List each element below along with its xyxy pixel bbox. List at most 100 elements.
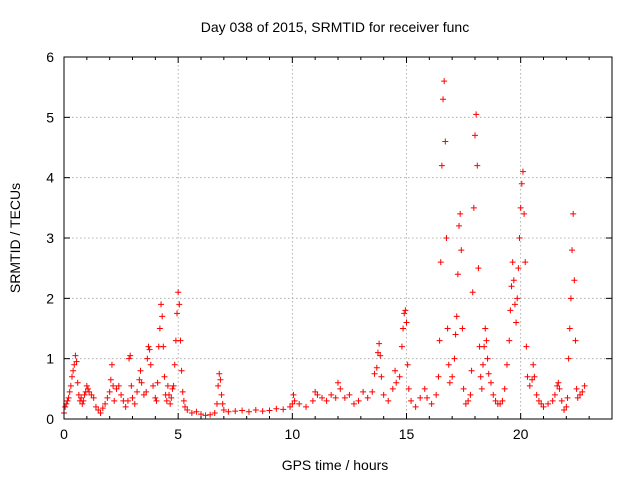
data-point <box>99 405 106 412</box>
data-point <box>73 358 80 365</box>
data-point <box>563 403 570 410</box>
data-point <box>417 394 424 401</box>
data-point <box>437 259 444 266</box>
data-point <box>408 397 415 404</box>
data-point <box>193 408 200 415</box>
data-point <box>556 385 563 392</box>
data-point <box>335 379 341 386</box>
data-point <box>332 394 339 401</box>
data-point <box>452 331 459 338</box>
data-point <box>511 301 518 308</box>
data-point <box>529 376 536 383</box>
data-point <box>102 400 109 407</box>
data-point <box>468 367 475 374</box>
data-point <box>400 325 407 332</box>
data-point <box>456 222 463 229</box>
data-point <box>65 394 72 401</box>
data-point <box>465 397 472 404</box>
data-point <box>555 379 562 386</box>
data-point <box>113 385 120 392</box>
data-point <box>519 168 526 175</box>
data-point <box>153 397 160 404</box>
data-point <box>507 307 514 314</box>
data-point <box>509 259 516 266</box>
data-point <box>472 132 478 139</box>
data-point <box>319 394 326 401</box>
data-point <box>108 361 115 368</box>
data-point <box>569 247 576 254</box>
x-tick-label: 10 <box>285 426 301 442</box>
data-point <box>385 397 392 404</box>
data-point <box>572 337 579 344</box>
data-point <box>523 343 530 350</box>
data-point <box>360 388 367 395</box>
data-point <box>435 373 442 380</box>
data-point <box>220 406 227 413</box>
data-point <box>566 325 573 332</box>
data-point <box>74 379 81 386</box>
data-point <box>75 391 82 398</box>
data-point <box>129 394 136 401</box>
data-point <box>126 355 133 362</box>
data-point <box>171 361 178 368</box>
data-point <box>95 406 102 413</box>
data-point <box>475 265 482 272</box>
data-point <box>533 391 540 398</box>
data-point <box>84 385 91 392</box>
data-point <box>531 373 538 380</box>
data-point <box>328 391 335 398</box>
data-point <box>506 337 513 344</box>
data-point <box>136 376 143 383</box>
data-point <box>104 394 111 401</box>
x-tick-label: 20 <box>513 426 529 442</box>
y-tick-label: 1 <box>46 351 54 367</box>
data-point <box>167 400 174 407</box>
data-point <box>160 343 167 350</box>
data-point <box>460 385 467 392</box>
data-point <box>70 367 77 374</box>
data-point <box>156 325 163 332</box>
data-point <box>497 400 504 407</box>
data-point <box>107 376 114 383</box>
data-point <box>380 391 387 398</box>
data-point <box>72 352 79 359</box>
data-point <box>389 385 396 392</box>
data-point <box>458 247 465 254</box>
data-point <box>571 277 578 284</box>
data-point <box>518 180 525 187</box>
y-tick-label: 6 <box>46 49 54 65</box>
data-point <box>470 204 477 211</box>
data-point <box>124 397 131 404</box>
data-point <box>66 388 73 395</box>
data-point <box>484 355 491 362</box>
data-point <box>177 337 184 344</box>
data-point <box>438 162 445 169</box>
data-point <box>459 325 466 332</box>
data-point <box>393 379 400 386</box>
data-point <box>567 295 574 302</box>
data-point <box>482 325 489 332</box>
data-point <box>483 337 490 344</box>
data-point <box>445 361 452 368</box>
data-point <box>290 391 297 398</box>
data-point <box>377 352 384 359</box>
data-point <box>179 388 186 395</box>
data-point <box>176 301 183 308</box>
data-point <box>144 355 151 362</box>
data-point <box>81 391 88 398</box>
data-point <box>538 400 545 407</box>
data-point <box>451 355 458 362</box>
y-tick-label: 4 <box>46 170 54 186</box>
data-point <box>122 403 129 410</box>
data-point <box>501 385 508 392</box>
data-point <box>314 391 321 398</box>
data-point <box>180 397 187 404</box>
data-point <box>202 412 209 419</box>
data-point <box>485 370 492 377</box>
data-point <box>182 403 189 410</box>
data-point <box>443 235 450 241</box>
data-point <box>515 265 522 272</box>
data-point <box>289 400 296 407</box>
data-point <box>78 394 85 401</box>
